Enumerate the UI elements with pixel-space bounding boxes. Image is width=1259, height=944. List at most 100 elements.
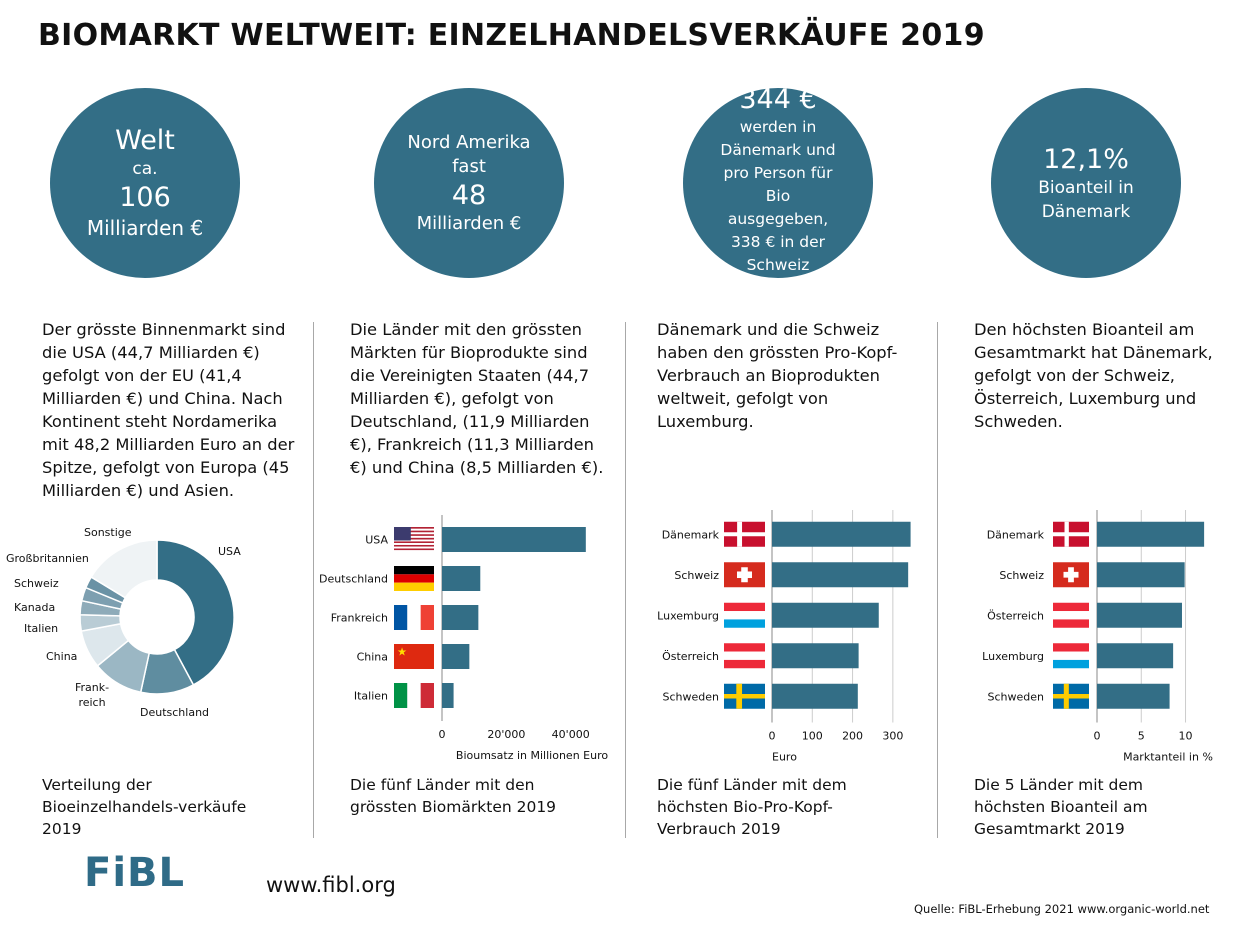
bar xyxy=(1097,521,1205,547)
x-tick-label: 300 xyxy=(882,730,903,743)
bar-chart-per-capita: Dänemark Schweiz Luxemburg Österreich Schwed… xyxy=(657,510,911,764)
circle-pc-text: werden in Dänemark und pro Person für Bi… xyxy=(720,118,836,274)
circle-world-value: 106 xyxy=(119,182,171,213)
slice-label: Italien xyxy=(24,622,58,635)
bar xyxy=(772,562,909,588)
caption-per-capita: Die fünf Länder mit dem höchsten Bio-Pro… xyxy=(657,776,847,838)
circle-world-unit: Milliarden € xyxy=(86,216,204,240)
flag-switzerland-icon xyxy=(724,562,765,588)
x-tick-label: 40'000 xyxy=(552,728,590,741)
x-tick-label: 10 xyxy=(1179,730,1193,743)
category-label: Luxemburg xyxy=(657,609,719,622)
website-link[interactable]: www.fibl.org xyxy=(266,873,396,897)
bar xyxy=(442,566,481,591)
column-divider-3 xyxy=(937,322,938,838)
x-axis-label: Euro xyxy=(772,751,797,764)
circle-share-text: Bioanteil in Dänemark xyxy=(1038,177,1134,222)
circle-na-label: Nord Amerika xyxy=(407,131,531,153)
slice-label: Sonstige xyxy=(84,526,132,539)
category-label: Italien xyxy=(354,690,388,703)
bar xyxy=(442,605,479,630)
bar xyxy=(772,683,858,709)
slice-label: Schweiz xyxy=(14,577,59,590)
source-note: Quelle: FiBL-Erhebung 2021 www.organic-w… xyxy=(914,902,1210,916)
flag-austria-icon xyxy=(1053,602,1089,628)
bar xyxy=(772,521,911,547)
flag-sweden-icon xyxy=(1053,683,1089,709)
flag-sweden-icon xyxy=(724,683,765,709)
stat-circle-per-capita: 344 € werden in Dänemark und pro Person … xyxy=(683,84,873,278)
column-divider-2 xyxy=(625,322,626,838)
category-label: China xyxy=(357,651,388,664)
bar xyxy=(1097,643,1174,669)
slice-label: China xyxy=(46,650,77,663)
category-label: Frankreich xyxy=(331,612,388,625)
caption-distribution: Verteilung der Bioeinzelhandels-verkäufe… xyxy=(42,776,247,838)
column-divider-1 xyxy=(313,322,314,838)
x-tick-label: 0 xyxy=(1094,730,1101,743)
bar xyxy=(1097,683,1170,709)
donut-slice xyxy=(90,539,158,599)
caption-largest-markets: Die fünf Länder mit den grössten Biomärk… xyxy=(350,776,557,816)
donut-chart-distribution: USA Deutschland Frank-reich China Italien Kan… xyxy=(6,526,241,719)
category-label: Österreich xyxy=(987,609,1044,622)
category-label: Schweiz xyxy=(674,569,719,582)
bar-chart-market-share: Dänemark Schweiz Österreich Luxemburg Schwed… xyxy=(982,510,1213,764)
flag-luxembourg-icon xyxy=(724,602,765,628)
circle-na-qualifier: fast xyxy=(452,155,486,177)
category-label: Deutschland xyxy=(319,573,388,586)
category-label: Schweden xyxy=(663,690,720,703)
category-label: Dänemark xyxy=(987,528,1045,541)
flag-france-icon xyxy=(394,605,434,630)
slice-label: Deutschland xyxy=(140,706,209,719)
x-tick-label: 100 xyxy=(802,730,823,743)
category-label: Luxemburg xyxy=(982,650,1044,663)
slice-label: Großbritannien xyxy=(6,552,89,565)
circle-pc-value: 344 € xyxy=(739,84,817,115)
flag-china-icon: ★ xyxy=(394,644,434,669)
category-label: Schweden xyxy=(988,690,1045,703)
slice-label: USA xyxy=(218,545,241,558)
paragraph-share: Den höchsten Bioanteil am Gesamtmarkt ha… xyxy=(974,320,1213,431)
flag-usa-icon xyxy=(394,527,434,552)
circle-world-qualifier: ca. xyxy=(132,159,158,179)
flag-switzerland-icon xyxy=(1053,562,1089,588)
flag-luxembourg-icon xyxy=(1053,643,1089,669)
donut-slice xyxy=(156,539,235,686)
flag-germany-icon xyxy=(394,566,434,591)
flag-italy-icon xyxy=(394,683,434,708)
flag-denmark-icon xyxy=(1053,521,1089,547)
category-label: Österreich xyxy=(662,650,719,663)
bar xyxy=(772,602,879,628)
circle-share-value: 12,1% xyxy=(1043,143,1129,175)
bar-chart-largest-markets: USA Deutschland Frankreich China ★ Italien 0 20… xyxy=(319,515,608,762)
bar xyxy=(1097,562,1185,588)
flag-austria-icon xyxy=(724,643,765,669)
x-tick-label: 0 xyxy=(769,730,776,743)
svg-text:★: ★ xyxy=(397,645,407,658)
stat-circle-north-america: Nord Amerika fast 48 Milliarden € xyxy=(374,88,564,278)
circle-na-unit: Milliarden € xyxy=(416,212,522,234)
stat-circle-world: Welt ca. 106 Milliarden € xyxy=(50,88,240,278)
page-title: BIOMARKT WELTWEIT: EINZELHANDELSVERKÄUFE… xyxy=(38,18,985,53)
category-label: Dänemark xyxy=(662,528,720,541)
category-label: Schweiz xyxy=(999,569,1044,582)
paragraph-per-capita: Dänemark und die Schweiz haben den gröss… xyxy=(657,320,898,431)
bar xyxy=(772,643,859,669)
slice-label: Kanada xyxy=(14,601,55,614)
fibl-logo: FiBL xyxy=(84,850,186,896)
flag-denmark-icon xyxy=(724,521,765,547)
paragraph-largest-markets: Die Länder mit den grössten Märkten für … xyxy=(350,320,604,477)
circle-world-label: Welt xyxy=(115,125,175,156)
x-tick-label: 200 xyxy=(842,730,863,743)
paragraph-world: Der grösste Binnenmarkt sind die USA (44… xyxy=(42,320,295,500)
bar xyxy=(1097,602,1182,628)
x-axis-label: Marktanteil in % xyxy=(1123,751,1213,764)
x-tick-label: 0 xyxy=(439,728,446,741)
x-tick-label: 20'000 xyxy=(487,728,525,741)
slice-label: Frank-reich xyxy=(75,681,109,709)
bar xyxy=(442,527,586,552)
stat-circle-share: 12,1% Bioanteil in Dänemark xyxy=(991,88,1181,278)
category-label: USA xyxy=(365,534,388,547)
x-tick-label: 5 xyxy=(1138,730,1145,743)
